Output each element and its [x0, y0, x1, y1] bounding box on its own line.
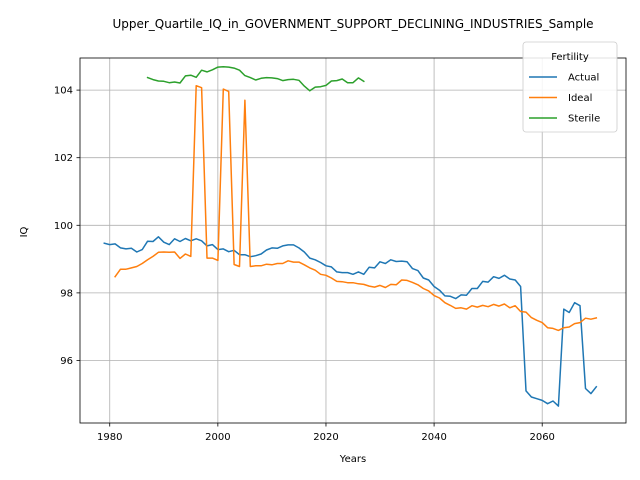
- plot-frame: [79, 57, 627, 424]
- y-tick-label: 96: [60, 356, 73, 367]
- y-tick-label: 98: [60, 288, 73, 299]
- x-ticks: 1980 2000 2020 2040 2060: [97, 423, 555, 443]
- series-line-actual: [103, 236, 598, 407]
- legend-label-ideal: Ideal: [568, 93, 592, 104]
- series-line-sterile: [146, 66, 365, 92]
- x-tick-label: 2000: [205, 432, 230, 443]
- x-axis-label: Years: [339, 454, 366, 465]
- y-ticks: 96 98 100 102 104: [54, 86, 80, 367]
- legend-label-sterile: Sterile: [568, 114, 600, 125]
- y-tick-label: 100: [54, 221, 73, 232]
- legend-box: [522, 41, 618, 133]
- chart-title: Upper_Quartile_IQ_in_GOVERNMENT_SUPPORT_…: [112, 17, 593, 31]
- y-tick-label: 104: [54, 86, 73, 97]
- legend: Fertility Actual Ideal Sterile: [522, 41, 618, 133]
- x-tick-label: 2040: [421, 432, 446, 443]
- x-tick-label: 2020: [313, 432, 338, 443]
- series-lines: [103, 66, 598, 407]
- y-axis-label: IQ: [19, 226, 30, 237]
- legend-label-actual: Actual: [568, 73, 599, 84]
- y-tick-label: 102: [54, 153, 73, 164]
- x-tick-label: 2060: [529, 432, 554, 443]
- legend-title: Fertility: [551, 52, 589, 63]
- x-tick-label: 1980: [97, 432, 122, 443]
- series-line-ideal: [114, 84, 598, 332]
